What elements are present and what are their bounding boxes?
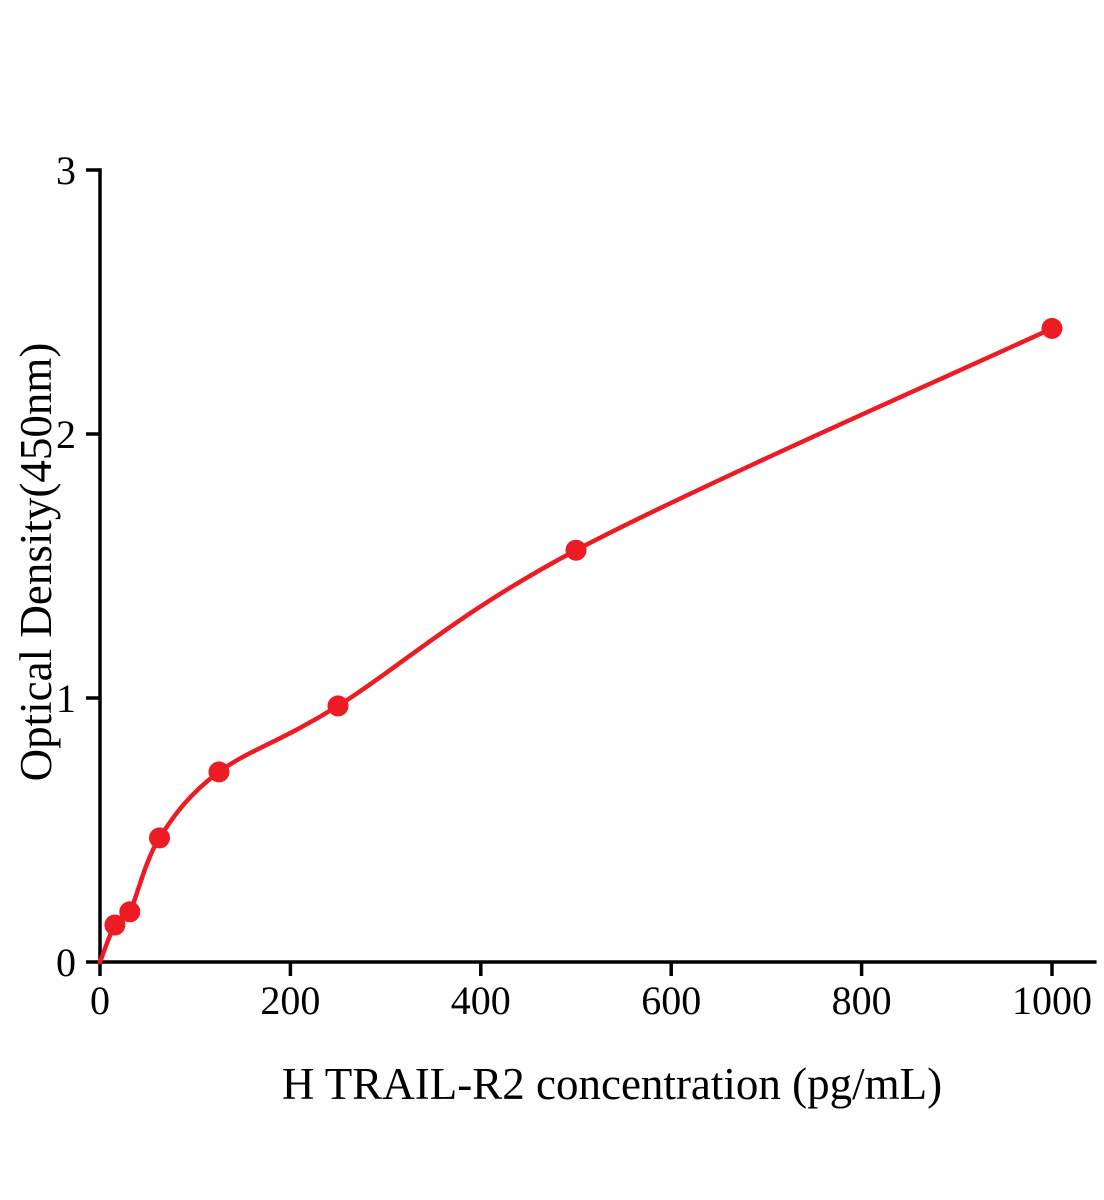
data-point bbox=[1041, 317, 1063, 339]
x-tick-label: 1000 bbox=[1012, 978, 1092, 1023]
x-tick-label: 400 bbox=[451, 978, 511, 1023]
data-point bbox=[565, 539, 587, 561]
y-tick-label: 3 bbox=[56, 148, 76, 193]
standard-curve-line bbox=[97, 326, 1055, 965]
x-tick-label: 0 bbox=[90, 978, 110, 1023]
y-tick-label: 2 bbox=[56, 412, 76, 457]
ticks-layer: 0 200 400 600 800 1000 0 1 2 3 bbox=[56, 148, 1092, 1023]
data-point bbox=[119, 901, 141, 923]
axes-layer bbox=[98, 168, 1097, 964]
data-points-layer bbox=[104, 317, 1063, 936]
data-point bbox=[149, 827, 170, 849]
y-tick-label: 0 bbox=[56, 940, 76, 985]
axis-spine bbox=[98, 168, 1097, 964]
fit-curve-layer bbox=[97, 326, 1055, 965]
x-tick-label: 800 bbox=[832, 978, 892, 1023]
x-tick-label: 200 bbox=[260, 978, 320, 1023]
y-tick-label: 1 bbox=[56, 676, 76, 721]
x-tick-label: 600 bbox=[641, 978, 701, 1023]
data-point bbox=[327, 695, 349, 717]
data-point bbox=[104, 914, 126, 936]
data-point bbox=[208, 761, 230, 783]
x-axis-title: H TRAIL-R2 concentration (pg/mL) bbox=[281, 1059, 943, 1109]
y-axis-title: Optical Density(450nm) bbox=[11, 342, 61, 782]
